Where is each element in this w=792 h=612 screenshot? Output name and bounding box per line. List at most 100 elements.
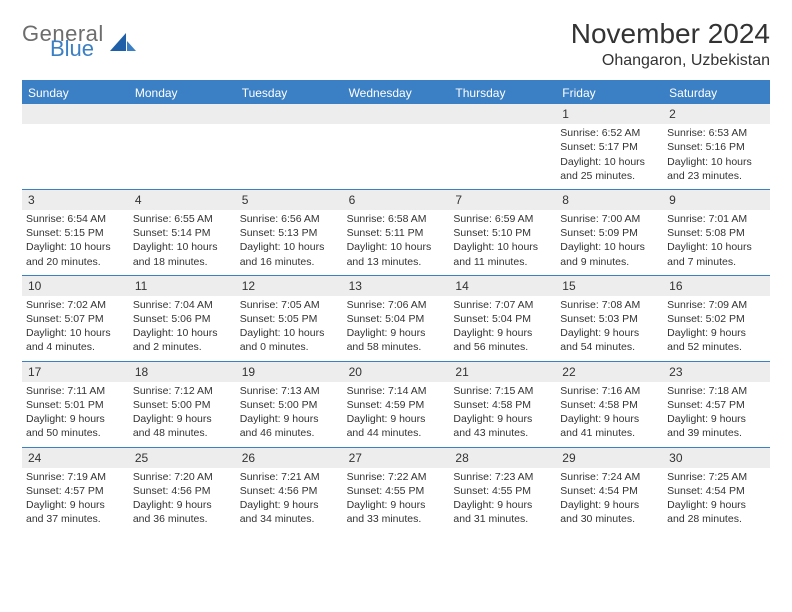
day-number: [22, 104, 129, 124]
daylight-text: Daylight: 9 hours and 48 minutes.: [133, 412, 232, 440]
sunrise-text: Sunrise: 7:04 AM: [133, 298, 232, 312]
day-cell: 19Sunrise: 7:13 AMSunset: 5:00 PMDayligh…: [236, 362, 343, 447]
day-number: 29: [556, 448, 663, 468]
weekday-header: Thursday: [449, 82, 556, 104]
day-cell: 15Sunrise: 7:08 AMSunset: 5:03 PMDayligh…: [556, 276, 663, 361]
sunset-text: Sunset: 5:05 PM: [240, 312, 339, 326]
weekday-header: Wednesday: [343, 82, 450, 104]
day-cell: 17Sunrise: 7:11 AMSunset: 5:01 PMDayligh…: [22, 362, 129, 447]
sunset-text: Sunset: 4:57 PM: [667, 398, 766, 412]
day-cell: 20Sunrise: 7:14 AMSunset: 4:59 PMDayligh…: [343, 362, 450, 447]
day-cell: [343, 104, 450, 189]
day-cell: 8Sunrise: 7:00 AMSunset: 5:09 PMDaylight…: [556, 190, 663, 275]
day-number: 13: [343, 276, 450, 296]
sunset-text: Sunset: 5:06 PM: [133, 312, 232, 326]
sunrise-text: Sunrise: 7:24 AM: [560, 470, 659, 484]
day-cell: 23Sunrise: 7:18 AMSunset: 4:57 PMDayligh…: [663, 362, 770, 447]
day-number: 23: [663, 362, 770, 382]
daylight-text: Daylight: 9 hours and 39 minutes.: [667, 412, 766, 440]
sunrise-text: Sunrise: 7:02 AM: [26, 298, 125, 312]
daylight-text: Daylight: 10 hours and 16 minutes.: [240, 240, 339, 268]
sunset-text: Sunset: 5:00 PM: [240, 398, 339, 412]
week-row: 10Sunrise: 7:02 AMSunset: 5:07 PMDayligh…: [22, 275, 770, 361]
daylight-text: Daylight: 9 hours and 54 minutes.: [560, 326, 659, 354]
day-number: [129, 104, 236, 124]
day-number: 21: [449, 362, 556, 382]
sunset-text: Sunset: 5:01 PM: [26, 398, 125, 412]
daylight-text: Daylight: 9 hours and 58 minutes.: [347, 326, 446, 354]
sunrise-text: Sunrise: 7:05 AM: [240, 298, 339, 312]
daylight-text: Daylight: 10 hours and 7 minutes.: [667, 240, 766, 268]
daylight-text: Daylight: 10 hours and 18 minutes.: [133, 240, 232, 268]
sunset-text: Sunset: 4:55 PM: [453, 484, 552, 498]
day-number: 18: [129, 362, 236, 382]
day-cell: 3Sunrise: 6:54 AMSunset: 5:15 PMDaylight…: [22, 190, 129, 275]
day-cell: 2 Sunrise: 6:53 AMSunset: 5:16 PMDaylight…: [663, 104, 770, 189]
day-number: [343, 104, 450, 124]
sunset-text: Sunset: 5:16 PM: [667, 140, 766, 154]
sunrise-text: Sunrise: 7:11 AM: [26, 384, 125, 398]
daylight-text: Daylight: 9 hours and 52 minutes.: [667, 326, 766, 354]
week-row: 24Sunrise: 7:19 AMSunset: 4:57 PMDayligh…: [22, 447, 770, 533]
header: General Blue November 2024 Ohangaron, Uz…: [22, 18, 770, 70]
sunset-text: Sunset: 5:11 PM: [347, 226, 446, 240]
day-cell: 18Sunrise: 7:12 AMSunset: 5:00 PMDayligh…: [129, 362, 236, 447]
day-number: 3: [22, 190, 129, 210]
daylight-text: Daylight: 9 hours and 34 minutes.: [240, 498, 339, 526]
daylight-text: Daylight: 10 hours and 23 minutes.: [667, 155, 766, 183]
sunset-text: Sunset: 5:08 PM: [667, 226, 766, 240]
sail-icon: [110, 33, 136, 55]
daylight-text: Daylight: 10 hours and 2 minutes.: [133, 326, 232, 354]
sunset-text: Sunset: 5:03 PM: [560, 312, 659, 326]
weekday-header: Sunday: [22, 82, 129, 104]
sunrise-text: Sunrise: 6:54 AM: [26, 212, 125, 226]
sunrise-text: Sunrise: 7:01 AM: [667, 212, 766, 226]
daylight-text: Daylight: 10 hours and 4 minutes.: [26, 326, 125, 354]
sunrise-text: Sunrise: 6:53 AM: [667, 126, 766, 140]
sunrise-text: Sunrise: 7:16 AM: [560, 384, 659, 398]
day-number: [449, 104, 556, 124]
day-number: [236, 104, 343, 124]
daylight-text: Daylight: 9 hours and 30 minutes.: [560, 498, 659, 526]
sunrise-text: Sunrise: 7:19 AM: [26, 470, 125, 484]
day-number: 4: [129, 190, 236, 210]
day-cell: 30Sunrise: 7:25 AMSunset: 4:54 PMDayligh…: [663, 448, 770, 533]
day-number: 17: [22, 362, 129, 382]
sunset-text: Sunset: 4:58 PM: [453, 398, 552, 412]
location: Ohangaron, Uzbekistan: [571, 52, 770, 70]
sunset-text: Sunset: 5:04 PM: [453, 312, 552, 326]
sunset-text: Sunset: 4:55 PM: [347, 484, 446, 498]
daylight-text: Daylight: 10 hours and 13 minutes.: [347, 240, 446, 268]
sunset-text: Sunset: 4:56 PM: [133, 484, 232, 498]
sunset-text: Sunset: 5:02 PM: [667, 312, 766, 326]
daylight-text: Daylight: 9 hours and 36 minutes.: [133, 498, 232, 526]
sunset-text: Sunset: 5:04 PM: [347, 312, 446, 326]
sunset-text: Sunset: 5:14 PM: [133, 226, 232, 240]
weekday-header: Friday: [556, 82, 663, 104]
day-number: 9: [663, 190, 770, 210]
sunrise-text: Sunrise: 7:07 AM: [453, 298, 552, 312]
weekday-header: Tuesday: [236, 82, 343, 104]
day-number: 16: [663, 276, 770, 296]
day-cell: 5Sunrise: 6:56 AMSunset: 5:13 PMDaylight…: [236, 190, 343, 275]
sunrise-text: Sunrise: 7:09 AM: [667, 298, 766, 312]
sunset-text: Sunset: 5:07 PM: [26, 312, 125, 326]
day-number: 7: [449, 190, 556, 210]
daylight-text: Daylight: 9 hours and 41 minutes.: [560, 412, 659, 440]
sunrise-text: Sunrise: 7:14 AM: [347, 384, 446, 398]
day-number: 2: [663, 104, 770, 124]
sunrise-text: Sunrise: 7:22 AM: [347, 470, 446, 484]
brand-logo: General Blue: [22, 18, 136, 60]
day-cell: 24Sunrise: 7:19 AMSunset: 4:57 PMDayligh…: [22, 448, 129, 533]
sunrise-text: Sunrise: 7:21 AM: [240, 470, 339, 484]
day-number: 28: [449, 448, 556, 468]
sunset-text: Sunset: 5:15 PM: [26, 226, 125, 240]
day-number: 26: [236, 448, 343, 468]
day-cell: 29Sunrise: 7:24 AMSunset: 4:54 PMDayligh…: [556, 448, 663, 533]
day-cell: [236, 104, 343, 189]
sunrise-text: Sunrise: 7:00 AM: [560, 212, 659, 226]
day-cell: 10Sunrise: 7:02 AMSunset: 5:07 PMDayligh…: [22, 276, 129, 361]
day-cell: 26Sunrise: 7:21 AMSunset: 4:56 PMDayligh…: [236, 448, 343, 533]
week-row: 17 Sunrise: 7:11 AMSunset: 5:01 PM Dayligh…: [22, 361, 770, 447]
day-cell: 1Sunrise: 6:52 AMSunset: 5:17 PMDaylight…: [556, 104, 663, 189]
